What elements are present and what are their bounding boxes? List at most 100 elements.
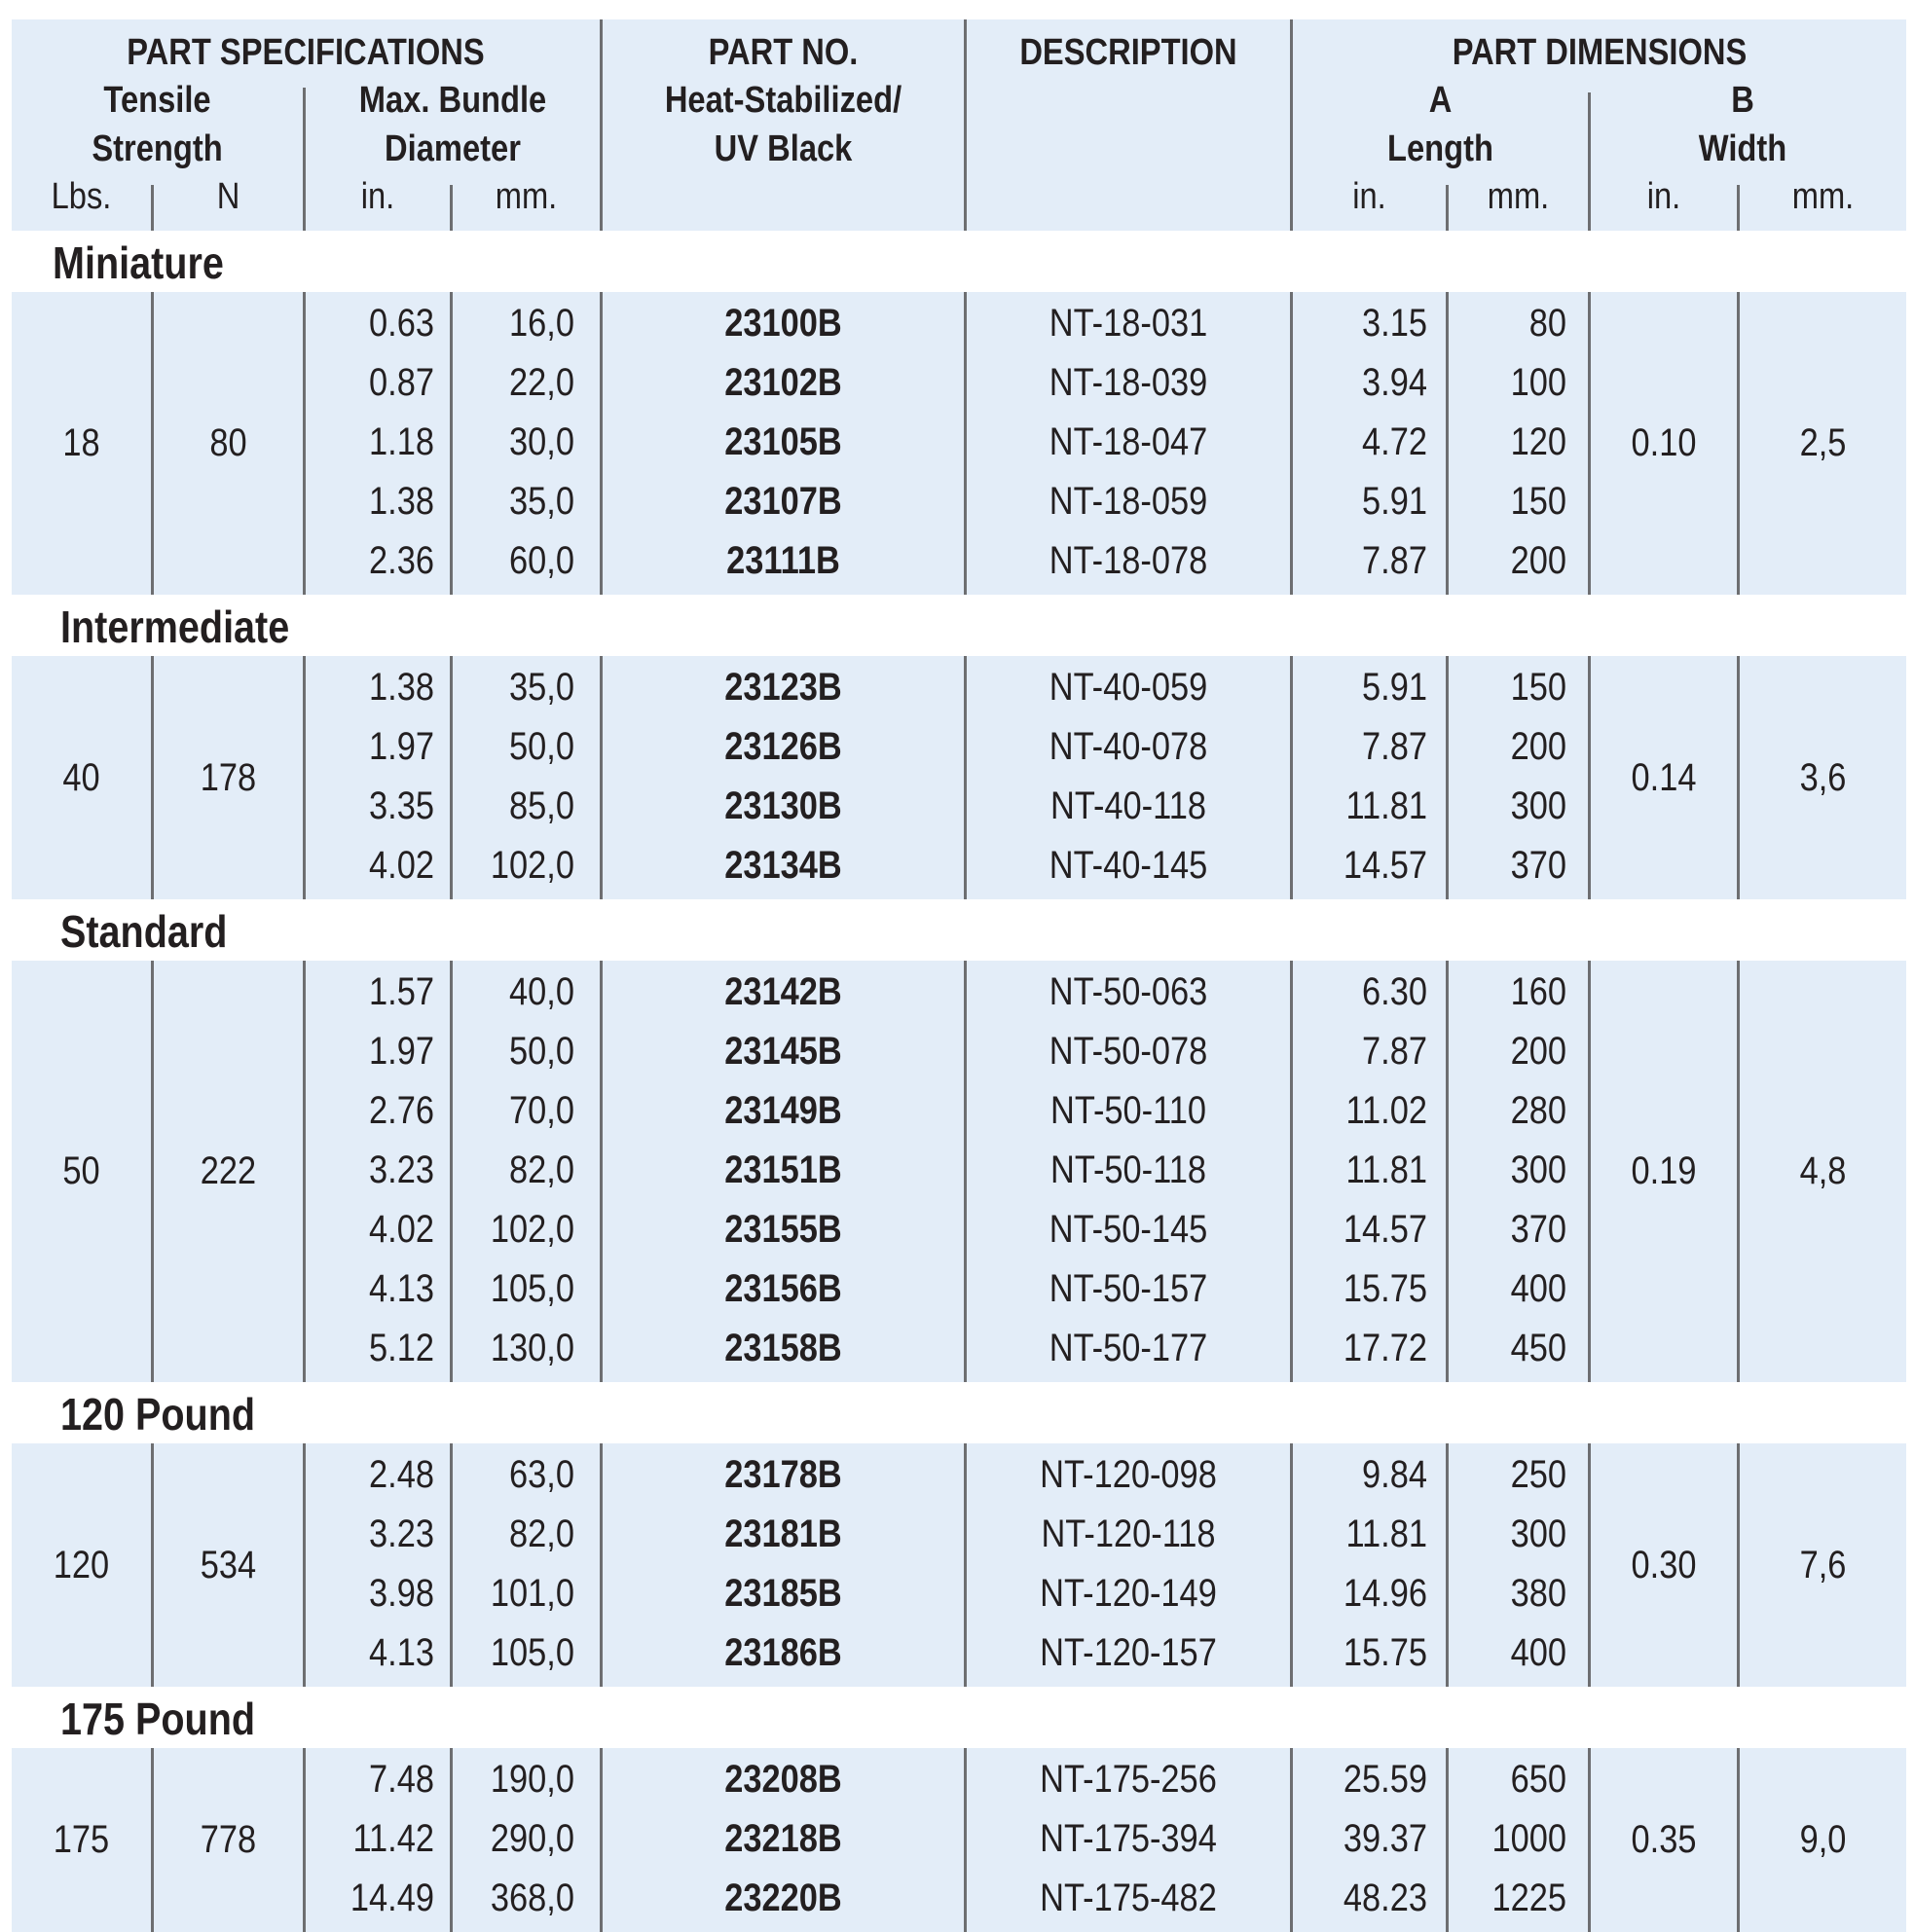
description-cell: NT-40-078 bbox=[1049, 725, 1208, 768]
description-cell: NT-120-149 bbox=[1040, 1572, 1217, 1615]
unit-length-mm: mm. bbox=[1487, 176, 1550, 217]
diameter-in-cell: 1.97 bbox=[369, 725, 434, 768]
column-divider bbox=[303, 1443, 306, 1687]
part-dimensions-heading: PART DIMENSIONS bbox=[1452, 32, 1748, 73]
column-divider bbox=[964, 656, 967, 899]
diameter-mm-cell: 82,0 bbox=[509, 1148, 574, 1191]
part-number-cell: 23100B bbox=[724, 302, 842, 345]
column-divider bbox=[600, 961, 603, 1382]
length-mm-cell: 1000 bbox=[1491, 1817, 1566, 1860]
unit-diameter-in: in. bbox=[360, 176, 395, 217]
length-in-cell: 3.94 bbox=[1362, 361, 1427, 404]
length-in-cell: 7.87 bbox=[1362, 1030, 1427, 1073]
diameter-in-cell: 2.36 bbox=[369, 539, 434, 582]
group-title: 175 Pound bbox=[60, 1694, 256, 1744]
length-in-cell: 11.81 bbox=[1345, 1148, 1427, 1191]
length-in-cell: 14.57 bbox=[1343, 1208, 1427, 1251]
column-divider bbox=[964, 1748, 967, 1932]
header-divider bbox=[600, 19, 603, 231]
description-cell: NT-18-039 bbox=[1049, 361, 1208, 404]
part-no-heading-2: Heat-Stabilized/ bbox=[664, 80, 902, 121]
diameter-mm-cell: 85,0 bbox=[509, 784, 574, 827]
description-cell: NT-40-145 bbox=[1049, 844, 1208, 887]
diameter-mm-cell: 35,0 bbox=[509, 480, 574, 523]
unit-width-mm: mm. bbox=[1791, 176, 1855, 217]
length-mm-cell: 120 bbox=[1510, 420, 1566, 463]
column-divider bbox=[303, 656, 306, 899]
description-cell: NT-120-098 bbox=[1040, 1453, 1217, 1496]
diameter-mm-cell: 82,0 bbox=[509, 1513, 574, 1555]
column-divider bbox=[450, 1443, 453, 1687]
column-divider bbox=[964, 292, 967, 595]
length-in-cell: 5.91 bbox=[1362, 666, 1427, 709]
diameter-mm-cell: 16,0 bbox=[509, 302, 574, 345]
tensile-lbs-cell: 120 bbox=[53, 1544, 110, 1586]
description-cell: NT-175-256 bbox=[1040, 1758, 1217, 1801]
part-number-cell: 23186B bbox=[724, 1631, 842, 1674]
part-number-cell: 23185B bbox=[724, 1572, 842, 1615]
column-divider bbox=[1446, 292, 1449, 595]
length-mm-cell: 200 bbox=[1510, 539, 1566, 582]
part-number-cell: 23134B bbox=[724, 844, 842, 887]
dimension-a-heading: A bbox=[1428, 80, 1453, 121]
width-mm-cell: 2,5 bbox=[1799, 421, 1847, 464]
header-divider bbox=[1290, 19, 1293, 231]
tensile-strength-heading-1: Tensile bbox=[103, 80, 211, 121]
diameter-mm-cell: 50,0 bbox=[509, 1030, 574, 1073]
diameter-in-cell: 4.13 bbox=[369, 1267, 434, 1310]
description-cell: NT-50-118 bbox=[1050, 1148, 1206, 1191]
column-divider bbox=[600, 1748, 603, 1932]
length-mm-cell: 100 bbox=[1510, 361, 1566, 404]
diameter-in-cell: 1.18 bbox=[369, 420, 434, 463]
diameter-in-cell: 1.38 bbox=[369, 666, 434, 709]
diameter-mm-cell: 50,0 bbox=[509, 725, 574, 768]
max-bundle-diameter-heading-2: Diameter bbox=[385, 128, 521, 169]
description-cell: NT-175-394 bbox=[1040, 1817, 1217, 1860]
length-mm-cell: 300 bbox=[1510, 1148, 1566, 1191]
column-divider bbox=[1290, 656, 1293, 899]
length-mm-cell: 650 bbox=[1510, 1758, 1566, 1801]
diameter-in-cell: 14.49 bbox=[350, 1877, 434, 1919]
column-divider bbox=[151, 1443, 154, 1687]
column-divider bbox=[450, 656, 453, 899]
description-heading: DESCRIPTION bbox=[1019, 32, 1237, 73]
part-number-cell: 23178B bbox=[724, 1453, 842, 1496]
diameter-in-cell: 1.38 bbox=[369, 480, 434, 523]
part-number-cell: 23156B bbox=[724, 1267, 842, 1310]
tensile-lbs-cell: 18 bbox=[62, 421, 100, 464]
description-cell: NT-175-482 bbox=[1040, 1877, 1217, 1919]
tensile-n-cell: 534 bbox=[200, 1544, 257, 1586]
width-in-cell: 0.10 bbox=[1631, 421, 1697, 464]
cable-tie-spec-table: PART SPECIFICATIONS Tensile Strength Max… bbox=[12, 0, 1906, 1932]
unit-divider bbox=[151, 185, 154, 231]
part-number-cell: 23142B bbox=[724, 970, 842, 1013]
diameter-mm-cell: 368,0 bbox=[490, 1877, 574, 1919]
column-divider bbox=[303, 1748, 306, 1932]
column-divider bbox=[450, 961, 453, 1382]
length-mm-cell: 80 bbox=[1528, 302, 1566, 345]
length-in-cell: 5.91 bbox=[1362, 480, 1427, 523]
column-divider bbox=[600, 1443, 603, 1687]
column-divider bbox=[964, 961, 967, 1382]
description-cell: NT-18-078 bbox=[1049, 539, 1208, 582]
description-cell: NT-120-118 bbox=[1041, 1513, 1216, 1555]
max-bundle-diameter-heading-1: Max. Bundle bbox=[358, 80, 547, 121]
column-divider bbox=[1737, 292, 1740, 595]
tensile-n-cell: 80 bbox=[209, 421, 247, 464]
header-divider bbox=[1588, 92, 1591, 231]
unit-n: N bbox=[216, 176, 240, 217]
diameter-mm-cell: 105,0 bbox=[490, 1631, 574, 1674]
length-mm-cell: 370 bbox=[1510, 844, 1566, 887]
length-mm-cell: 370 bbox=[1510, 1208, 1566, 1251]
group-title: Intermediate bbox=[60, 601, 290, 652]
column-divider bbox=[303, 292, 306, 595]
tensile-n-cell: 178 bbox=[200, 756, 257, 799]
column-divider bbox=[1290, 1748, 1293, 1932]
width-in-cell: 0.19 bbox=[1631, 1149, 1697, 1192]
length-mm-cell: 200 bbox=[1510, 1030, 1566, 1073]
description-cell: NT-50-063 bbox=[1049, 970, 1208, 1013]
group-title: Standard bbox=[60, 906, 228, 957]
description-cell: NT-18-047 bbox=[1049, 420, 1208, 463]
column-divider bbox=[1446, 1748, 1449, 1932]
column-divider bbox=[1290, 961, 1293, 1382]
